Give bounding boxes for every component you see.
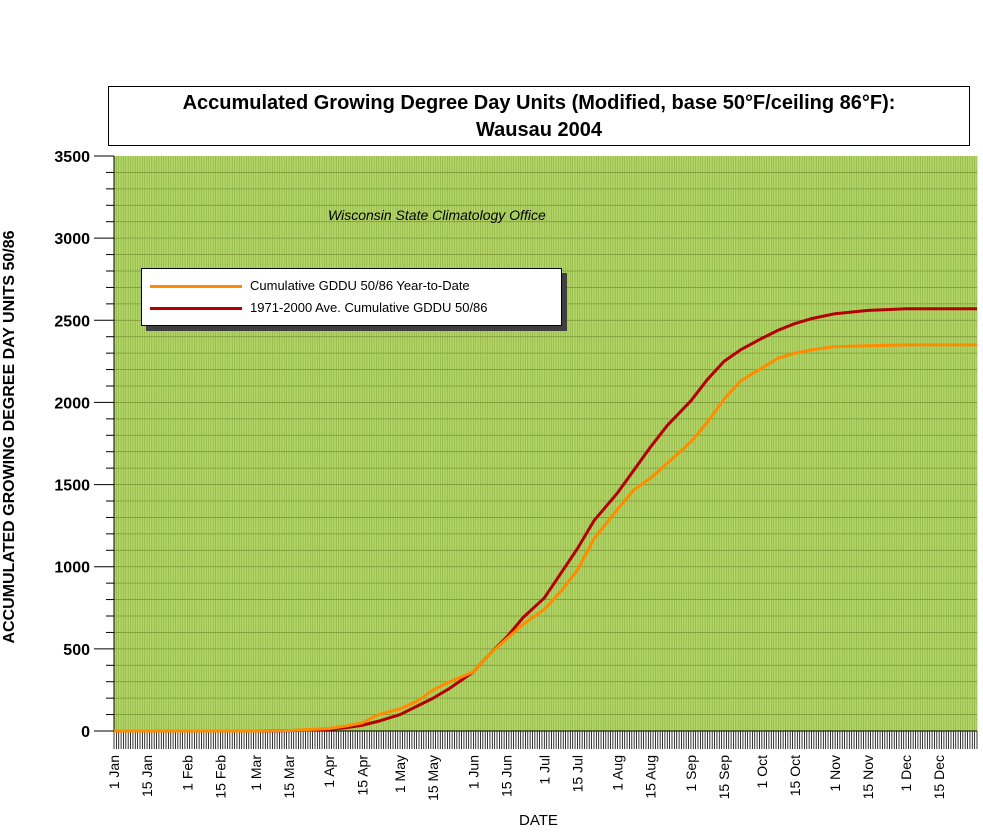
- chart-title-line2: Wausau 2004: [476, 119, 602, 141]
- x-tick-label: 1 Jan: [106, 755, 122, 789]
- x-tick-label: 15 Oct: [787, 755, 803, 796]
- x-tick-label: 1 Jun: [465, 755, 481, 789]
- y-tick-label: 2500: [54, 313, 90, 330]
- credit-text: Wisconsin State Climatology Office: [328, 207, 546, 223]
- x-tick-label: 1 Sep: [683, 755, 699, 792]
- y-axis-label: ACCUMULATED GROWING DEGREE DAY UNITS 50/…: [1, 230, 18, 644]
- y-tick-label: 3000: [54, 231, 90, 248]
- legend-label-ytd: Cumulative GDDU 50/86 Year-to-Date: [250, 278, 470, 293]
- x-tick-label: 1 Jul: [536, 755, 552, 785]
- x-tick-label: 15 Nov: [860, 755, 876, 799]
- x-tick-label: 15 Jan: [139, 755, 155, 797]
- x-tick-label: 15 Dec: [931, 755, 947, 799]
- legend-label-avg: 1971-2000 Ave. Cumulative GDDU 50/86: [250, 300, 488, 315]
- x-tick-label: 15 Jun: [498, 755, 514, 797]
- chart-title-line1: Accumulated Growing Degree Day Units (Mo…: [182, 92, 896, 114]
- vertical-gridlines: [116, 156, 978, 731]
- chart-title: Accumulated Growing Degree Day Units (Mo…: [108, 86, 970, 146]
- series-lines: [114, 307, 977, 733]
- x-tick-label: 1 Nov: [827, 755, 843, 792]
- plot-background: [114, 156, 977, 731]
- x-tick-label: 15 May: [425, 755, 441, 801]
- x-axis-label: DATE: [519, 812, 558, 829]
- series-line-ytd: [114, 343, 977, 733]
- x-tick-label: 1 Oct: [754, 755, 770, 789]
- y-tick-label: 0: [81, 724, 90, 741]
- legend-swatch-avg: [150, 307, 242, 311]
- x-tick-label: 15 Jul: [569, 755, 585, 792]
- x-tick-label: 15 Aug: [643, 755, 659, 799]
- legend-swatch-ytd: [150, 285, 242, 289]
- x-tick-labels: 1 Jan 15 Jan 1 Feb 15 Feb 1 Mar 15 Mar 1 Apr 15…: [106, 755, 947, 801]
- y-tick-label: 500: [63, 642, 90, 659]
- x-tick-label: 15 Apr: [354, 755, 370, 796]
- x-tick-label: 15 Mar: [281, 755, 297, 799]
- x-tick-label: 1 Mar: [248, 755, 264, 791]
- x-tick-label: 1 Dec: [898, 755, 914, 792]
- y-tick-label: 2000: [54, 395, 90, 412]
- legend-entry-avg: 1971-2000 Ave. Cumulative GDDU 50/86: [150, 298, 488, 318]
- y-tick-label: 3500: [54, 149, 90, 166]
- x-tick-label: 1 May: [392, 755, 408, 793]
- y-tick-labels: 0 500 1000 1500 2000 2500 3000 3500: [54, 149, 90, 741]
- x-tick-label: 1 Feb: [179, 755, 195, 791]
- y-tick-label: 1000: [54, 560, 90, 577]
- x-tick-label: 15 Feb: [212, 755, 228, 799]
- x-tick-label: 1 Aug: [610, 755, 626, 791]
- axes: [94, 155, 978, 749]
- x-tick-label: 15 Sep: [716, 755, 732, 800]
- legend-entry-ytd: Cumulative GDDU 50/86 Year-to-Date: [150, 276, 470, 296]
- legend: Cumulative GDDU 50/86 Year-to-Date 1971-…: [141, 268, 562, 326]
- series-line-average: [114, 307, 977, 733]
- x-tick-label: 1 Apr: [321, 755, 337, 788]
- y-tick-label: 1500: [54, 478, 90, 495]
